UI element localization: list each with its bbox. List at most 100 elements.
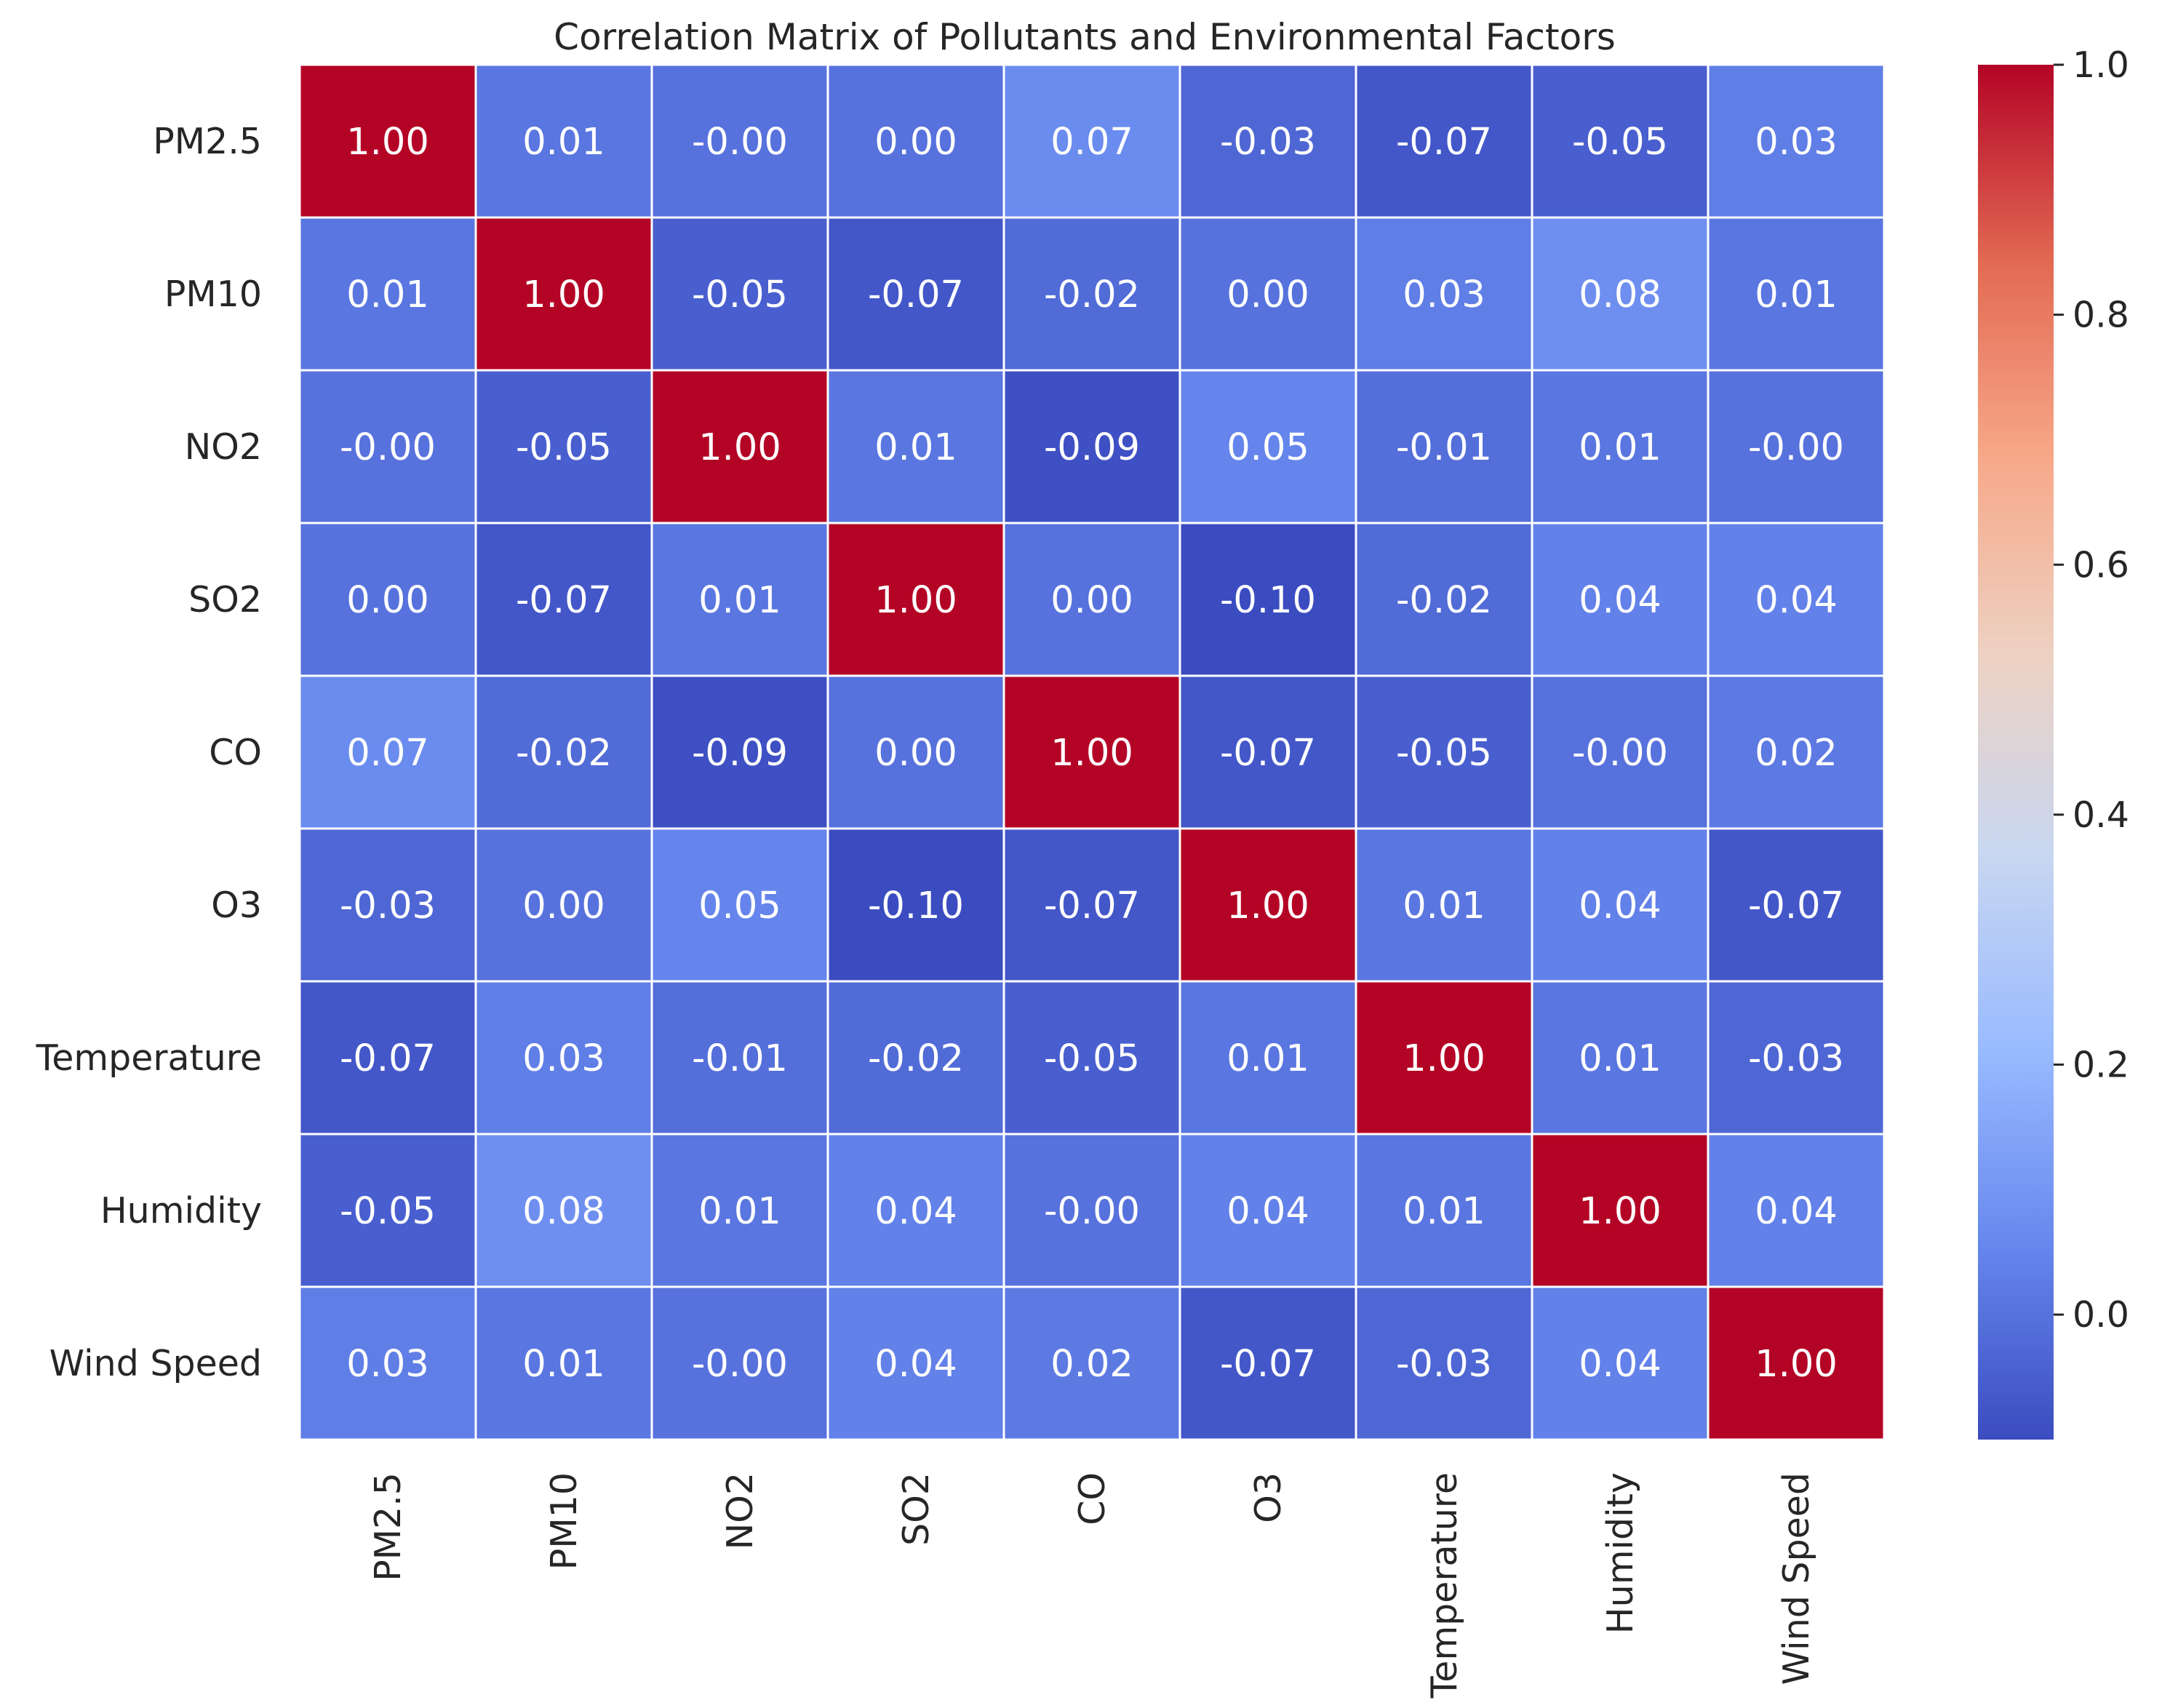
cell-value-label: 0.02 <box>1050 1343 1133 1386</box>
heatmap-cell <box>298 1285 477 1441</box>
cell-value-label: 0.08 <box>1579 274 1662 316</box>
heatmap-cell <box>1707 674 1886 830</box>
heatmap-cells: 1.00 0.01 -0.00 0.00 0.07 -0.03 -0.07 -0.05 0.03… <box>298 63 1886 1441</box>
heatmap-cell <box>650 369 829 524</box>
heatmap-cell <box>298 369 477 524</box>
heatmap-cell <box>1355 369 1533 524</box>
cell-value-label: -0.05 <box>1396 732 1492 775</box>
y-tick-label: NO2 <box>185 426 262 468</box>
colorbar-tick-label: 0.8 <box>2073 295 2129 336</box>
cell-value-label: 0.08 <box>522 1190 605 1233</box>
heatmap-cell <box>826 216 1005 372</box>
cell-value-label: 0.00 <box>874 121 957 164</box>
cell-value-label: 0.04 <box>1755 579 1838 622</box>
cell-value-label: -0.07 <box>1396 121 1492 164</box>
cell-value-label: 0.01 <box>522 121 605 164</box>
cell-value-label: 1.00 <box>1403 1037 1485 1080</box>
heatmap-cell <box>474 522 653 677</box>
x-tick-label: SO2 <box>895 1472 937 1546</box>
cell-value-label: -0.00 <box>1748 426 1844 469</box>
heatmap-cell <box>826 369 1005 524</box>
cell-value-label: -0.00 <box>340 426 436 469</box>
heatmap-cell <box>1707 522 1886 677</box>
heatmap-cell <box>1707 369 1886 524</box>
heatmap-cell <box>1707 216 1886 372</box>
cell-value-label: 0.04 <box>1579 885 1662 927</box>
cell-value-label: -0.00 <box>692 1343 788 1386</box>
heatmap-cell <box>650 1285 829 1441</box>
heatmap-cell <box>1178 1285 1357 1441</box>
cell-value-label: 0.04 <box>874 1190 957 1233</box>
cell-value-label: 0.01 <box>1579 1037 1662 1080</box>
x-tick-label: PM10 <box>543 1472 585 1570</box>
heatmap-cell <box>826 63 1005 219</box>
heatmap-cell <box>1178 827 1357 983</box>
heatmap-cell <box>474 674 653 830</box>
heatmap-cell <box>1355 216 1533 372</box>
heatmap-cell <box>1355 1133 1533 1288</box>
cell-value-label: -0.03 <box>1220 121 1316 164</box>
cell-value-label: 0.03 <box>1403 274 1485 316</box>
heatmap-cell <box>1002 980 1181 1136</box>
cell-value-label: 0.01 <box>522 1343 605 1386</box>
y-tick-label: SO2 <box>188 579 262 620</box>
heatmap-cell <box>650 1133 829 1288</box>
heatmap-cell <box>298 674 477 830</box>
cell-value-label: -0.07 <box>1044 885 1140 927</box>
cell-value-label: -0.02 <box>516 732 612 775</box>
y-tick-label: Humidity <box>100 1190 262 1232</box>
heatmap-cell <box>1355 1285 1533 1441</box>
heatmap-cell <box>1002 216 1181 372</box>
heatmap-cell <box>474 1285 653 1441</box>
cell-value-label: 0.02 <box>1755 732 1838 775</box>
x-tick-label: NO2 <box>719 1472 761 1549</box>
heatmap-cell <box>1707 1133 1886 1288</box>
x-tick-label: CO <box>1072 1472 1113 1525</box>
heatmap-cell <box>1531 216 1710 372</box>
heatmap-cell <box>1178 1133 1357 1288</box>
cell-value-label: -0.05 <box>340 1190 436 1233</box>
heatmap-cell <box>650 63 829 219</box>
cell-value-label: 0.04 <box>874 1343 957 1386</box>
cell-value-label: -0.07 <box>1748 885 1844 927</box>
y-tick-label: CO <box>209 732 262 773</box>
heatmap-cell <box>1002 63 1181 219</box>
cell-value-label: 0.07 <box>1050 121 1133 164</box>
x-tick-label: Temperature <box>1424 1472 1465 1699</box>
heatmap-cell <box>826 674 1005 830</box>
heatmap-cell <box>1707 1285 1886 1441</box>
cell-value-label: 0.00 <box>522 885 605 927</box>
cell-value-label: -0.00 <box>692 121 788 164</box>
heatmap-cell <box>298 63 477 219</box>
cell-value-label: 1.00 <box>522 274 605 316</box>
heatmap-cell <box>650 216 829 372</box>
cell-value-label: 0.05 <box>698 885 781 927</box>
cell-value-label: -0.05 <box>1572 121 1668 164</box>
cell-value-label: -0.03 <box>1396 1343 1492 1386</box>
heatmap-cell <box>474 980 653 1136</box>
cell-value-label: 0.00 <box>1050 579 1133 622</box>
colorbar-tick-label: 0.0 <box>2073 1294 2129 1336</box>
heatmap-cell <box>826 1285 1005 1441</box>
cell-value-label: 0.01 <box>1579 426 1662 469</box>
heatmap-cell <box>1355 674 1533 830</box>
cell-value-label: -0.05 <box>1044 1037 1140 1080</box>
cell-value-label: 1.00 <box>698 426 781 469</box>
cell-value-label: -0.03 <box>340 885 436 927</box>
heatmap-cell <box>298 522 477 677</box>
cell-value-label: -0.10 <box>868 885 964 927</box>
heatmap-cell <box>1531 522 1710 677</box>
cell-value-label: 1.00 <box>346 121 429 164</box>
x-tick-label: Humidity <box>1600 1472 1641 1634</box>
heatmap-cell <box>650 827 829 983</box>
cell-value-label: 0.01 <box>874 426 957 469</box>
heatmap-cell <box>826 522 1005 677</box>
x-axis-tick-labels: PM2.5 PM10 NO2 SO2 CO O3 Temperature Humidity Wi… <box>367 1472 1817 1699</box>
y-axis-tick-labels: PM2.5 PM10 NO2 SO2 CO O3 Temperature Humidity Wi… <box>36 121 262 1384</box>
cell-value-label: -0.01 <box>692 1037 788 1080</box>
cell-value-label: -0.07 <box>516 579 612 622</box>
cell-value-label: -0.05 <box>516 426 612 469</box>
heatmap-cell <box>1707 827 1886 983</box>
y-tick-label: Wind Speed <box>49 1343 262 1384</box>
y-tick-label: O3 <box>211 885 262 926</box>
